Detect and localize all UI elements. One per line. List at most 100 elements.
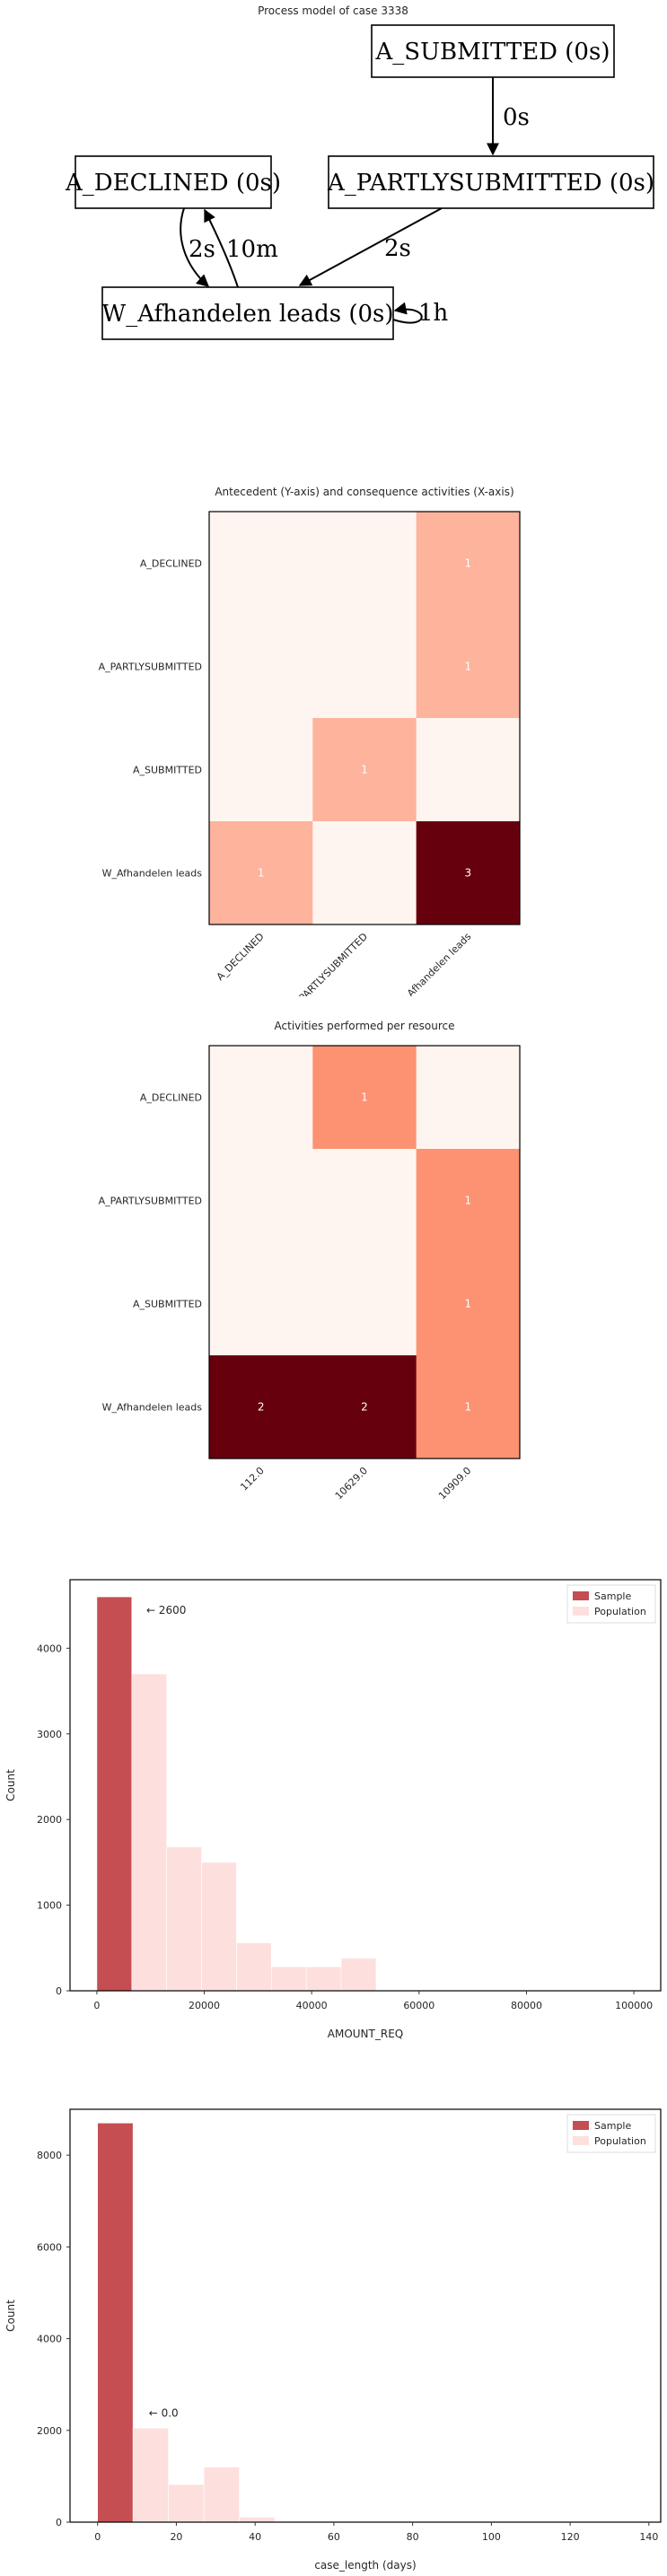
heatmap-cell	[416, 718, 521, 822]
histogram-bar-population	[236, 1942, 272, 1992]
heatmap-cell-value: 1	[465, 661, 472, 673]
heatmap-cell	[312, 512, 417, 616]
histogram-bar-population	[201, 1862, 237, 1992]
histogram-y-tick-label: 4000	[37, 1643, 62, 1654]
histogram-x-tick-label: 40	[249, 2531, 261, 2543]
node-w-label: W_Afhandelen leads (0s)	[101, 301, 393, 328]
histogram-bar-population	[166, 1846, 202, 1992]
heatmap-cell	[312, 1252, 417, 1356]
legend-swatch-population	[573, 1607, 589, 1616]
node-dec-label: A_DECLINED (0s)	[65, 170, 281, 197]
node-dec-box	[75, 155, 272, 209]
heatmap-cell-value: 2	[361, 1401, 368, 1414]
edge-sub-part-label: 0s	[503, 104, 530, 131]
heatmap-y-tick-label: A_SUBMITTED	[133, 765, 202, 776]
histogram-y-tick-label: 4000	[37, 2334, 62, 2345]
edge-part-w	[298, 207, 443, 286]
process-model-figure: Process model of case 3338 A_SUBMITTED (0…	[0, 0, 667, 377]
legend-label-population: Population	[594, 1606, 646, 1617]
histogram-x-tick-label: 140	[639, 2531, 658, 2543]
heatmap-y-tick-label: A_DECLINED	[140, 1092, 202, 1104]
histogram-frame	[69, 2108, 662, 2523]
histogram-bar-sample	[96, 1596, 133, 1992]
heatmap-cell	[312, 718, 417, 822]
heatmap-x-tick-label: A_PARTLYSUBMITTED	[288, 931, 370, 996]
heatmap-cell	[416, 821, 521, 925]
node-sub-label: A_SUBMITTED (0s)	[375, 39, 610, 66]
heatmap-cell	[209, 1252, 313, 1356]
histogram-x-tick-label: 20000	[189, 2000, 220, 2011]
heatmap-x-tick-label: A_DECLINED	[215, 931, 267, 983]
heatmap-cell	[416, 1149, 521, 1253]
heatmap-cell	[416, 1252, 521, 1356]
heatmap-frame	[208, 511, 521, 925]
heatmap-cell	[209, 1149, 313, 1253]
heatmap-y-tick-label: W_Afhandelen leads	[102, 1402, 203, 1414]
resource-heatmap: Activities performed per resource 1 1 1 2 2 1 A…	[99, 1020, 521, 1502]
heatmap-cell	[312, 615, 417, 719]
legend-swatch-sample	[573, 2121, 589, 2130]
histogram-x-axis-label: case_length (days)	[314, 2559, 416, 2572]
process-model-graph: Process model of case 3338 A_SUBMITTED (0…	[65, 4, 654, 340]
legend-label-population: Population	[594, 2135, 646, 2147]
histogram-bar-population	[305, 1966, 342, 1992]
heatmap-cell	[416, 615, 521, 719]
heatmap-cell	[312, 1046, 417, 1150]
histogram-x-tick-label: 80000	[511, 2000, 542, 2011]
histogram-y-axis-label: Count	[4, 1769, 17, 1801]
heatmap-y-tick-label: A_PARTLYSUBMITTED	[99, 662, 202, 673]
histogram-y-tick-label: 0	[56, 2517, 62, 2528]
heatmap-cell	[209, 1355, 313, 1459]
histogram-bar-population	[168, 2484, 205, 2523]
edge-w-dec-label: 10m	[226, 236, 278, 263]
histogram-bar-population	[132, 2427, 169, 2523]
histogram-y-tick-label: 1000	[37, 1900, 62, 1912]
heatmap-cell-value: 1	[465, 1401, 472, 1414]
histogram-x-tick-label: 100000	[615, 2000, 653, 2011]
heatmap-cell	[209, 615, 313, 719]
legend-label-sample: Sample	[594, 2120, 631, 2132]
heatmap-cell	[209, 821, 313, 925]
histogram-y-axis-label: Count	[4, 2300, 17, 2332]
heatmap-cell	[312, 821, 417, 925]
heatmap-x-tick-label: 112.0	[238, 1465, 266, 1493]
process-model-title: Process model of case 3338	[258, 4, 408, 17]
histogram-x-tick-label: 60000	[403, 2000, 434, 2011]
histogram-bar-population	[271, 1966, 307, 1992]
histogram-bar-sample	[97, 2123, 134, 2523]
heatmap-x-tick-label: 10909.0	[436, 1465, 473, 1502]
heatmap-x-tick-label: 10629.0	[333, 1465, 370, 1502]
resource-heatmap-figure: Activities performed per resource 1 1 1 2 2 1 A…	[0, 1005, 667, 1508]
histogram-bar-population	[203, 2466, 240, 2523]
histogram-x-tick-label: 40000	[296, 2000, 328, 2011]
histogram-bar-population	[340, 1958, 377, 1992]
histogram-x-tick-label: 0	[93, 2000, 100, 2011]
heatmap-cell-value: 1	[361, 1091, 368, 1104]
heatmap-cell	[416, 1355, 521, 1459]
edge-w-w-label: 1h	[418, 300, 449, 327]
histogram-x-tick-label: 80	[407, 2531, 419, 2543]
legend-label-sample: Sample	[594, 1590, 631, 1602]
heatmap-cell	[209, 512, 313, 616]
histogram-annotation: ← 2600	[146, 1604, 186, 1617]
legend-swatch-population	[573, 2136, 589, 2145]
heatmap-cell	[416, 1046, 521, 1150]
heatmap-y-tick-label: A_PARTLYSUBMITTED	[99, 1196, 202, 1207]
heatmap-cell-value: 1	[465, 1195, 472, 1207]
histogram-x-axis-label: AMOUNT_REQ	[328, 2028, 403, 2040]
histogram-x-tick-label: 60	[328, 2531, 340, 2543]
heatmap-cell	[209, 718, 313, 822]
histogram-frame	[69, 1579, 662, 1992]
node-sub-box	[371, 24, 615, 78]
histogram-annotation: ← 0.0	[149, 2406, 179, 2419]
node-w-box	[101, 286, 394, 340]
heatmap-y-tick-label: W_Afhandelen leads	[102, 868, 203, 880]
node-part-label: A_PARTLYSUBMITTED (0s)	[327, 170, 654, 197]
heatmap-cell-value: 2	[258, 1401, 265, 1414]
heatmap-title: Antecedent (Y-axis) and consequence acti…	[215, 486, 513, 498]
histogram-y-tick-label: 6000	[37, 2241, 62, 2253]
case-length-histogram: 0 20 40 60 80 100 120 140 0 2000 4000 6000 8000 case_…	[4, 2108, 662, 2572]
heatmap-y-tick-label: A_SUBMITTED	[133, 1299, 202, 1310]
histogram-x-tick-label: 120	[561, 2531, 580, 2543]
heatmap-cell	[416, 512, 521, 616]
